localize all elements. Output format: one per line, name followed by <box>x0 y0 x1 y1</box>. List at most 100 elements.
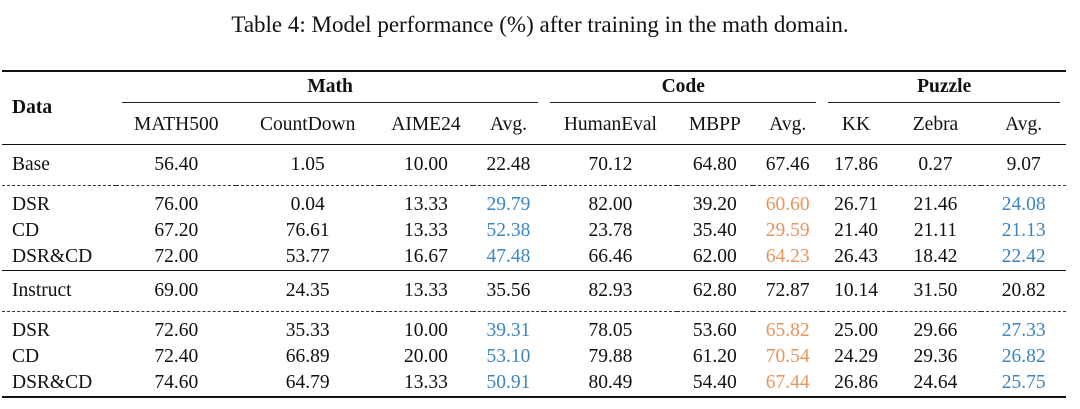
table-cell: 39.20 <box>692 194 737 215</box>
table-cell: 76.61 <box>285 220 330 241</box>
row-label: DSR&CD <box>12 246 93 267</box>
table-cell: 10.14 <box>834 280 878 301</box>
group-header-puzzle: Puzzle <box>822 71 1066 106</box>
table-row: DSR&CD 72.00 53.77 16.67 47.48 66.46 62.… <box>2 244 1066 271</box>
table-cell: 60.60 <box>765 194 810 215</box>
table-cell: 26.82 <box>1001 346 1046 367</box>
row-label: Instruct <box>12 280 72 301</box>
table-cell: 16.67 <box>404 246 448 267</box>
column-header: MBPP <box>688 114 741 135</box>
table-cell: 24.08 <box>1001 194 1046 215</box>
table-row: Base 56.40 1.05 10.00 22.48 70.12 64.80 … <box>2 144 1066 186</box>
table-cell: 26.43 <box>834 246 878 267</box>
table-cell: 82.00 <box>588 194 633 215</box>
table-cell: 72.60 <box>154 320 199 341</box>
table-cell: 17.86 <box>834 154 878 175</box>
table-cell: 65.82 <box>765 320 810 341</box>
table-cell: 53.77 <box>285 246 330 267</box>
column-header: KK <box>841 114 871 135</box>
table-cell: 64.79 <box>285 372 330 393</box>
table-cell: 50.91 <box>486 372 531 393</box>
table-cell: 54.40 <box>692 372 737 393</box>
data-column-header: Data <box>12 97 53 118</box>
table-cell: 20.82 <box>1001 280 1046 301</box>
table-cell: 78.05 <box>588 320 633 341</box>
table-cell: 52.38 <box>486 220 531 241</box>
row-label: CD <box>12 220 40 241</box>
table-cell: 79.88 <box>588 346 633 367</box>
table-cell: 13.33 <box>404 372 448 393</box>
column-header: MATH500 <box>134 114 219 135</box>
table-cell: 62.00 <box>692 246 737 267</box>
table-cell: 13.33 <box>404 280 448 301</box>
row-label: DSR&CD <box>12 372 93 393</box>
results-table: Data Math Code Puzzle MATH500 CountDown … <box>2 70 1066 398</box>
table-cell: 10.00 <box>404 154 448 175</box>
table-cell: 64.80 <box>692 154 737 175</box>
table-cell: 66.46 <box>588 246 633 267</box>
table-cell: 72.87 <box>765 280 810 301</box>
table-cell: 27.33 <box>1001 320 1046 341</box>
column-header: Avg. <box>489 114 527 135</box>
table-cell: 82.93 <box>588 280 633 301</box>
column-header: AIME24 <box>391 114 461 135</box>
table-row: CD 67.20 76.61 13.33 52.38 23.78 35.40 2… <box>2 218 1066 244</box>
table-cell: 35.56 <box>486 280 531 301</box>
row-label: DSR <box>12 320 50 341</box>
table-cell: 13.33 <box>404 220 448 241</box>
table-cell: 13.33 <box>404 194 448 215</box>
table-row: DSR 72.60 35.33 10.00 39.31 78.05 53.60 … <box>2 311 1066 345</box>
table-cell: 21.46 <box>913 194 958 215</box>
table-cell: 69.00 <box>154 280 199 301</box>
table-cell: 64.23 <box>765 246 810 267</box>
table-cell: 67.44 <box>765 372 810 393</box>
table-cell: 66.89 <box>285 346 330 367</box>
column-header: CountDown <box>260 114 356 135</box>
table-cell: 26.86 <box>834 372 878 393</box>
table-row: DSR&CD 74.60 64.79 13.33 50.91 80.49 54.… <box>2 370 1066 397</box>
table-cell: 20.00 <box>404 346 448 367</box>
table-cell: 22.48 <box>486 154 531 175</box>
table-cell: 31.50 <box>913 280 958 301</box>
table-cell: 21.40 <box>834 220 878 241</box>
table-cell: 53.60 <box>692 320 737 341</box>
table-cell: 72.00 <box>154 246 199 267</box>
table-cell: 0.27 <box>918 154 953 175</box>
table-row: CD 72.40 66.89 20.00 53.10 79.88 61.20 7… <box>2 344 1066 370</box>
table-cell: 22.42 <box>1001 246 1046 267</box>
table-cell: 29.59 <box>765 220 810 241</box>
table-cell: 56.40 <box>154 154 199 175</box>
table-cell: 29.79 <box>486 194 531 215</box>
column-header: HumanEval <box>563 114 657 135</box>
group-header-math: Math <box>116 71 544 106</box>
table-cell: 23.78 <box>588 220 633 241</box>
table-row: Instruct 69.00 24.35 13.33 35.56 82.93 6… <box>2 270 1066 312</box>
table-cell: 9.07 <box>1006 154 1041 175</box>
table-cell: 76.00 <box>154 194 199 215</box>
row-label: DSR <box>12 194 50 215</box>
row-label: CD <box>12 346 40 367</box>
table-cell: 24.29 <box>834 346 878 367</box>
table-cell: 67.20 <box>154 220 199 241</box>
group-header-code: Code <box>544 71 822 106</box>
table-cell: 21.11 <box>913 220 958 241</box>
table-cell: 80.49 <box>588 372 633 393</box>
column-header: Zebra <box>912 114 959 135</box>
table-cell: 18.42 <box>913 246 958 267</box>
table-cell: 47.48 <box>486 246 531 267</box>
table-cell: 10.00 <box>404 320 448 341</box>
table-cell: 62.80 <box>692 280 737 301</box>
table-cell: 35.40 <box>692 220 737 241</box>
table-cell: 74.60 <box>154 372 199 393</box>
row-label: Base <box>12 154 50 175</box>
table-row: DSR 76.00 0.04 13.33 29.79 82.00 39.20 6… <box>2 185 1066 219</box>
column-header: Avg. <box>1005 114 1043 135</box>
table-cell: 29.66 <box>913 320 958 341</box>
table-cell: 53.10 <box>486 346 531 367</box>
table-caption: Table 4: Model performance (%) after tra… <box>231 12 849 37</box>
table-cell: 70.54 <box>765 346 810 367</box>
table-cell: 24.35 <box>285 280 330 301</box>
table-cell: 35.33 <box>285 320 330 341</box>
table-cell: 29.36 <box>913 346 958 367</box>
column-header: Avg. <box>769 114 807 135</box>
